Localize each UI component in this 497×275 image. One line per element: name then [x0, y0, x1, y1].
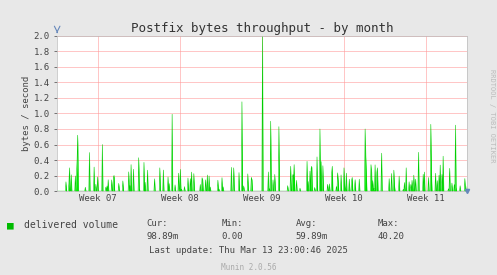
Text: Last update: Thu Mar 13 23:00:46 2025: Last update: Thu Mar 13 23:00:46 2025: [149, 246, 348, 255]
Text: Min:: Min:: [221, 219, 243, 228]
Text: Cur:: Cur:: [147, 219, 168, 228]
Text: delivered volume: delivered volume: [24, 220, 118, 230]
Text: 40.20: 40.20: [378, 232, 405, 241]
Title: Postfix bytes throughput - by month: Postfix bytes throughput - by month: [131, 21, 394, 35]
Text: Max:: Max:: [378, 219, 399, 228]
Text: 98.89m: 98.89m: [147, 232, 179, 241]
Text: ■: ■: [7, 220, 14, 230]
Text: Avg:: Avg:: [296, 219, 317, 228]
Y-axis label: bytes / second: bytes / second: [21, 76, 31, 151]
Text: 59.89m: 59.89m: [296, 232, 328, 241]
Text: 0.00: 0.00: [221, 232, 243, 241]
Text: RRDTOOL / TOBI OETIKER: RRDTOOL / TOBI OETIKER: [489, 69, 495, 162]
Text: Munin 2.0.56: Munin 2.0.56: [221, 263, 276, 273]
